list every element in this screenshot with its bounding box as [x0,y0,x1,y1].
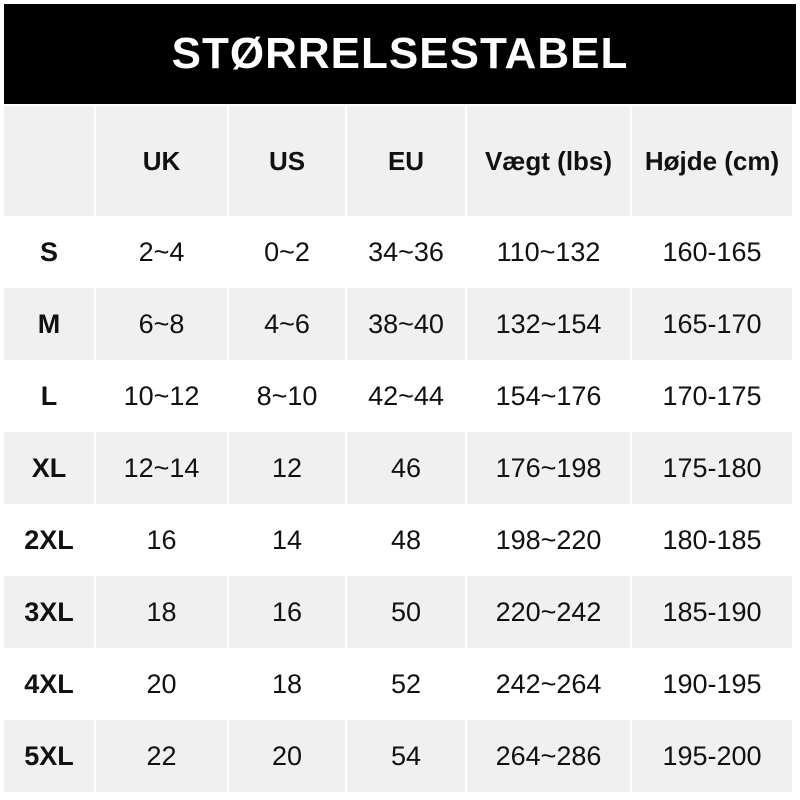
table-row: 3XL 18 16 50 220~242 185-190 [4,576,792,648]
table-cell: 2~4 [96,216,227,288]
table-cell: 110~132 [467,216,630,288]
table-cell: 34~36 [347,216,465,288]
table-cell: 242~264 [467,648,630,720]
table-cell: 185-190 [632,576,792,648]
table-cell: 220~242 [467,576,630,648]
table-cell: 170-175 [632,360,792,432]
table-row: L 10~12 8~10 42~44 154~176 170-175 [4,360,792,432]
size-label: 3XL [4,576,94,648]
table-cell: 10~12 [96,360,227,432]
table-cell: 195-200 [632,720,792,792]
column-header: US [229,106,345,216]
column-header: EU [347,106,465,216]
table-cell: 190-195 [632,648,792,720]
table-cell: 42~44 [347,360,465,432]
table-cell: 22 [96,720,227,792]
size-label: M [4,288,94,360]
table-cell: 18 [96,576,227,648]
table-cell: 14 [229,504,345,576]
table-cell: 46 [347,432,465,504]
size-label: 2XL [4,504,94,576]
table-cell: 175-180 [632,432,792,504]
size-label: XL [4,432,94,504]
table-cell: 20 [229,720,345,792]
size-table: UK US EU Vægt (lbs) Højde (cm) S 2~4 0~2 34~36 1… [2,106,794,792]
table-row: 4XL 20 18 52 242~264 190-195 [4,648,792,720]
table-cell: 132~154 [467,288,630,360]
table-row: M 6~8 4~6 38~40 132~154 165-170 [4,288,792,360]
table-cell: 52 [347,648,465,720]
table-cell: 54 [347,720,465,792]
table-cell: 38~40 [347,288,465,360]
table-cell: 180-185 [632,504,792,576]
table-cell: 50 [347,576,465,648]
header-row: UK US EU Vægt (lbs) Højde (cm) [4,106,792,216]
size-label: S [4,216,94,288]
table-cell: 20 [96,648,227,720]
size-label: 5XL [4,720,94,792]
table-row: 5XL 22 20 54 264~286 195-200 [4,720,792,792]
column-header: Vægt (lbs) [467,106,630,216]
table-cell: 16 [229,576,345,648]
column-header: Højde (cm) [632,106,792,216]
table-cell: 12~14 [96,432,227,504]
size-label: 4XL [4,648,94,720]
table-cell: 6~8 [96,288,227,360]
table-cell: 16 [96,504,227,576]
table-cell: 154~176 [467,360,630,432]
table-cell: 48 [347,504,465,576]
table-cell: 18 [229,648,345,720]
table-cell: 4~6 [229,288,345,360]
table-cell: 160-165 [632,216,792,288]
table-cell: 8~10 [229,360,345,432]
table-cell: 12 [229,432,345,504]
size-chart-title: STØRRELSESTABEL [4,4,796,104]
table-cell: 176~198 [467,432,630,504]
table-row: S 2~4 0~2 34~36 110~132 160-165 [4,216,792,288]
table-cell: 0~2 [229,216,345,288]
table-cell: 198~220 [467,504,630,576]
size-label: L [4,360,94,432]
table-cell: 165-170 [632,288,792,360]
table-row: XL 12~14 12 46 176~198 175-180 [4,432,792,504]
column-header [4,106,94,216]
table-row: 2XL 16 14 48 198~220 180-185 [4,504,792,576]
column-header: UK [96,106,227,216]
table-cell: 264~286 [467,720,630,792]
